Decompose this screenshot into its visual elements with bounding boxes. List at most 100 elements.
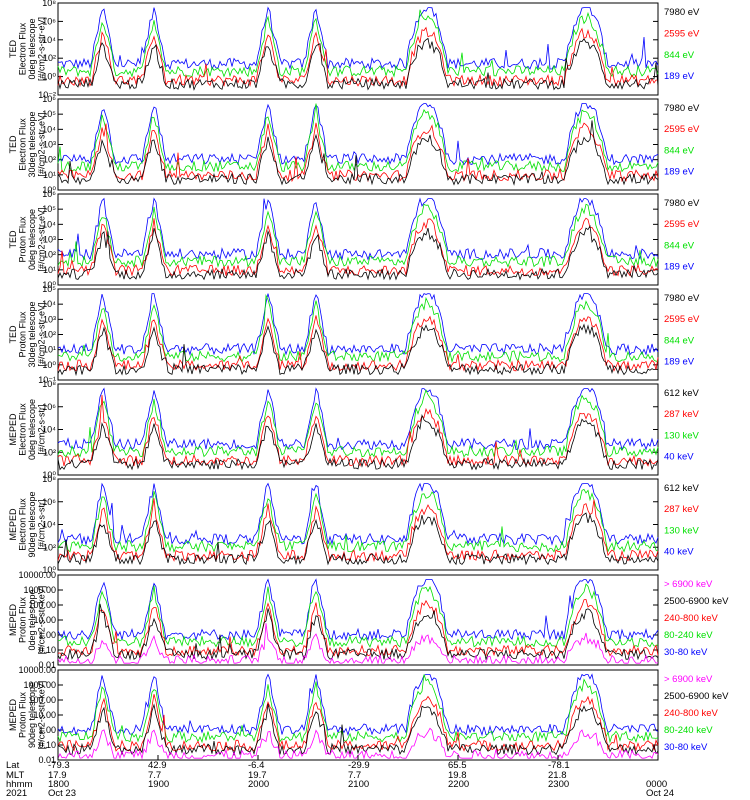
series-line-0 (57, 103, 659, 166)
legend-entry: 7980 eV (664, 198, 700, 209)
y-axis-label-line: Proton Flux (18, 596, 28, 643)
y-tick-label: 10² (43, 447, 56, 457)
y-axis-label-line: TED (8, 325, 18, 344)
y-tick-label: 10⁰ (42, 565, 56, 575)
y-axis-label-line: 0deg telescope (27, 399, 37, 460)
y-axis-label-line: Electron Flux (18, 22, 28, 75)
y-tick-label: 10⁵ (42, 109, 56, 119)
y-tick-label: 10³ (43, 314, 56, 324)
x-tick-label: 19.8 (448, 770, 467, 781)
legend-entry: 30-80 keV (664, 742, 708, 753)
x-tick-label: 7.7 (348, 770, 361, 781)
y-tick-label: 10.00 (33, 615, 56, 625)
series-line-1 (57, 583, 659, 649)
panel-7: 0.01 0.10 1.00 10.00 100.00 1000.00 10000.00 ME… (8, 570, 729, 670)
legend-entry: 7980 eV (664, 293, 700, 304)
y-tick-label: 10¹ (43, 345, 56, 355)
y-axis-label: MEPEDProton Flux90deg telescope[#/cm2-s-… (8, 681, 47, 750)
x-tick-label: 2200 (448, 779, 469, 790)
x-tick-label: -6.4 (248, 760, 264, 771)
legend-entry: > 6900 keV (664, 674, 713, 685)
y-axis-label: TEDProton Flux0deg telescope[#/cm2-s-str… (8, 207, 47, 271)
y-tick-label: 10¹ (43, 170, 56, 180)
series-line-1 (57, 203, 659, 268)
series-line-3 (57, 603, 659, 661)
y-axis-label-line: 0deg telescope (27, 589, 37, 650)
y-axis-label-line: MEPED (8, 413, 18, 446)
plot-frame (57, 2, 659, 96)
legend-entry: 240-800 keV (664, 708, 719, 719)
y-tick-label: 10.00 (33, 710, 56, 720)
series-line-1 (57, 389, 659, 458)
y-axis-label-line: [#/cm2-s-str-eV] (37, 302, 47, 366)
series-line-3 (57, 512, 659, 566)
x-tick-label: 19.7 (248, 770, 267, 781)
legend-entry: 2500-6900 keV (664, 691, 729, 702)
y-axis-label-line: MEPED (8, 604, 18, 637)
y-tick-label: 10¹ (43, 265, 56, 275)
y-tick-label: 10² (43, 155, 56, 165)
x-tick-label: 7.7 (148, 770, 161, 781)
legend-entry: 80-240 keV (664, 630, 713, 641)
legend-entry: 2595 eV (664, 28, 700, 39)
legend-entry: 40 keV (664, 451, 694, 462)
y-tick-label: 0.10 (38, 645, 56, 655)
y-tick-label: 10² (43, 330, 56, 340)
y-axis-label: MEPEDElectron Flux90deg telescope[#/cm2-… (8, 491, 47, 557)
y-tick-label: 10000.00 (18, 665, 56, 675)
series-line-3 (57, 37, 659, 91)
x-tick-label: 17.9 (48, 770, 67, 781)
x-tick-label: Oct 23 (48, 788, 76, 799)
series-line-3 (57, 703, 659, 757)
y-axis-label-line: Proton Flux (18, 311, 28, 358)
y-tick-label: 0.01 (38, 755, 56, 765)
legend-entry: 189 eV (664, 356, 695, 367)
y-tick-label: 10⁵ (42, 204, 56, 214)
series-line-3 (57, 224, 659, 281)
legend-entry: 2500-6900 keV (664, 596, 729, 607)
y-axis-label-line: 90deg telescope (27, 491, 37, 557)
legend-entry: 844 eV (664, 240, 695, 251)
x-tick-label: -29.9 (348, 760, 370, 771)
legend-entry: 287 keV (664, 409, 700, 420)
y-tick-label: 10² (43, 250, 56, 260)
series-line-4 (57, 623, 659, 665)
panel-8: 0.01 0.10 1.00 10.00 100.00 1000.00 10000.00 ME… (8, 665, 729, 765)
series-line-0 (57, 197, 659, 261)
y-axis-label-line: TED (8, 230, 18, 249)
legend-entry: 844 eV (664, 145, 695, 156)
series-line-0 (57, 482, 659, 546)
y-tick-label: 10⁴ (42, 299, 56, 309)
legend-entry: 2595 eV (664, 219, 700, 230)
y-tick-label: 0.10 (38, 740, 56, 750)
y-tick-label: 10⁻² (38, 90, 56, 100)
legend-entry: 2595 eV (664, 314, 700, 325)
legend-entry: 189 eV (664, 261, 695, 272)
series-line-2 (57, 598, 659, 658)
x-tick-label: 1800 (48, 779, 69, 790)
x-axis-row-label: 2021 (6, 788, 27, 799)
series-line-2 (57, 694, 659, 753)
y-tick-label: 10⁴ (42, 219, 56, 229)
y-tick-label: 10³ (43, 235, 56, 245)
y-tick-label: 10⁶ (42, 402, 56, 412)
y-axis-label: MEPEDElectron Flux0deg telescope[#/cm2-s… (8, 399, 47, 460)
y-axis-label-line: [#/cm2-s-str] (37, 404, 47, 454)
y-tick-label: 10⁶ (42, 497, 56, 507)
x-tick-label: -79.3 (48, 760, 70, 771)
x-tick-label: 0000 (646, 779, 667, 790)
y-tick-label: 10⁻¹ (38, 375, 56, 385)
x-tick-label: -78.1 (548, 760, 570, 771)
series-line-0 (57, 293, 659, 356)
x-axis-row-label: Lat (6, 760, 20, 771)
series-line-0 (57, 6, 659, 71)
y-axis-label-line: [#/cm2-s-str-keV] (37, 586, 47, 655)
legend-entry: 30-80 keV (664, 647, 708, 658)
legend-entry: 7980 eV (664, 7, 700, 18)
y-axis-label-line: [#/cm2-s-str-keV] (37, 681, 47, 750)
y-axis-label: TEDProton Flux30deg telescope[#/cm2-s-st… (8, 301, 47, 367)
y-axis-label-line: TED (8, 135, 18, 154)
y-tick-label: 10000.00 (18, 570, 56, 580)
y-tick-label: 100.00 (28, 600, 56, 610)
